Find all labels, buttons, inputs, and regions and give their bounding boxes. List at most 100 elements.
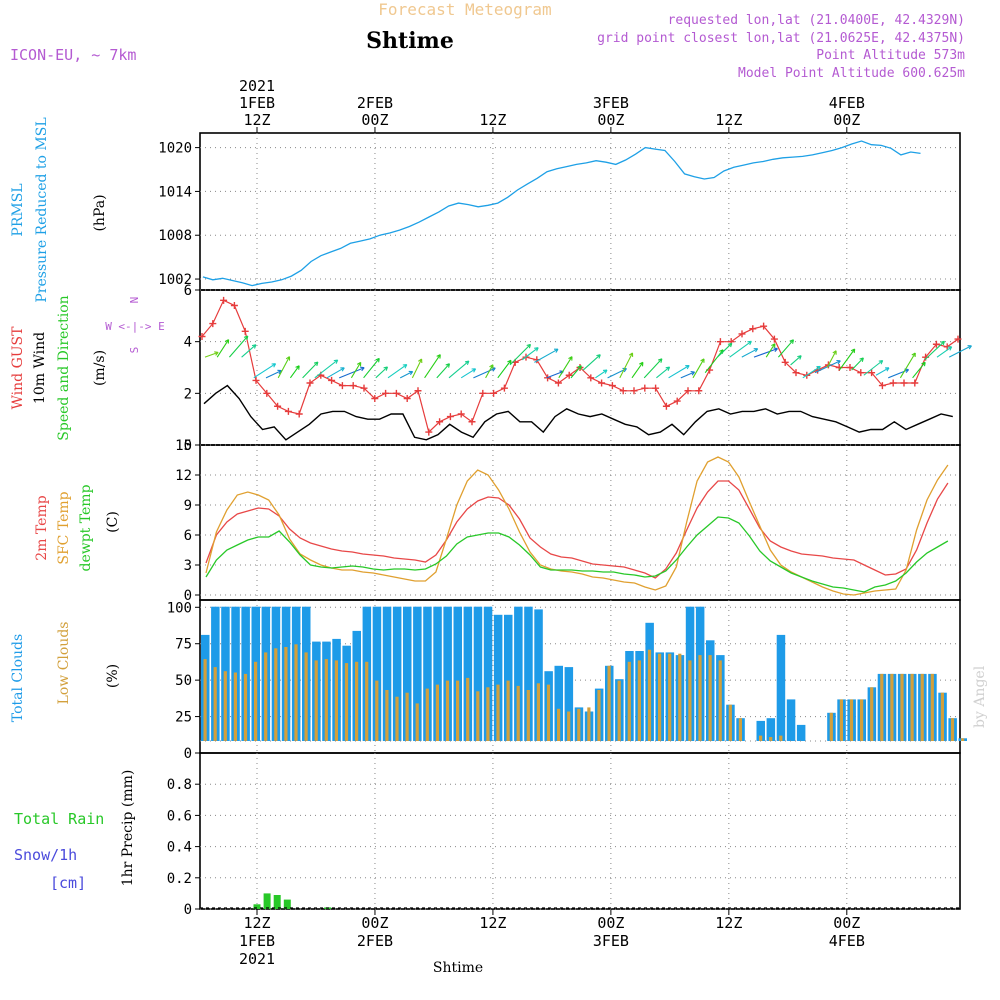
top-time-label: 2021 — [239, 77, 275, 95]
gust-marker — [490, 389, 498, 397]
low-cloud-bar — [678, 653, 682, 741]
top-time-label: 12Z — [243, 111, 270, 129]
total-cloud-bar — [443, 606, 452, 741]
low-cloud-bar — [839, 699, 843, 741]
bottom-time-label: 12Z — [243, 914, 270, 932]
y-tick-label: 0 — [184, 438, 192, 454]
wind-direction-arrow — [448, 360, 470, 379]
gust-marker — [338, 382, 346, 390]
low-cloud-bar — [637, 660, 641, 741]
y-tick-label: 0.8 — [167, 777, 192, 793]
wind-direction-arrow — [521, 347, 539, 361]
top-time-label: 12Z — [715, 111, 742, 129]
low-cloud-bar — [587, 707, 591, 741]
bottom-time-label: 2021 — [239, 950, 275, 968]
bottom-time-label: 12Z — [715, 914, 742, 932]
top-time-label: 4FEB — [829, 94, 865, 112]
wind-direction-arrow — [863, 359, 884, 376]
gust-marker — [652, 384, 660, 392]
pressure-line — [202, 140, 921, 287]
total-cloud-bar — [766, 718, 776, 741]
wind-direction-arrow — [936, 346, 953, 358]
wind-direction-arrow — [899, 352, 916, 379]
y-tick-label: 1020 — [158, 141, 192, 157]
low-cloud-bar — [304, 652, 308, 741]
low-cloud-bar — [264, 652, 268, 741]
wind-direction-arrow — [375, 366, 389, 379]
compass-south: S — [128, 347, 141, 354]
bottom-time-label: 12Z — [479, 914, 506, 932]
gust-marker — [446, 413, 454, 421]
wind-direction-arrow — [436, 363, 451, 379]
y-tick-label: 15 — [175, 438, 192, 454]
gust-marker — [263, 389, 271, 397]
wind-direction-arrow — [595, 369, 608, 379]
gust-marker — [414, 387, 422, 395]
wind-direction-arrow — [473, 367, 496, 379]
low-cloud-bar — [920, 673, 924, 741]
wind-direction-arrow — [314, 359, 339, 379]
low-cloud-bar — [294, 644, 298, 741]
compass-north: N — [128, 297, 141, 304]
total-cloud-bar — [554, 665, 563, 741]
gust-marker — [792, 369, 800, 377]
low-cloud-bar — [708, 655, 712, 741]
gust-marker — [241, 327, 249, 335]
wind-unit: (m/s) — [92, 350, 108, 386]
temp-label: 2m Temp — [34, 495, 50, 560]
total-cloud-bar — [756, 720, 765, 741]
low-cloud-bar — [233, 672, 237, 741]
wind-direction-arrow — [460, 368, 477, 379]
low-cloud-bar — [506, 680, 510, 741]
panel-frame — [199, 444, 961, 601]
low-cloud-label: Low Clouds — [56, 622, 72, 705]
low-cloud-bar — [950, 718, 955, 741]
wind-direction-arrow — [216, 339, 230, 358]
gust-marker — [392, 389, 400, 397]
requested-coords: requested lon,lat (21.0400E, 42.4329N) — [668, 13, 965, 28]
wind-direction-arrow — [326, 367, 345, 379]
gust-marker — [781, 358, 789, 366]
wind-direction-arrow — [887, 368, 910, 379]
gust-marker — [760, 322, 768, 330]
total-cloud-bar — [403, 606, 412, 741]
wind-direction-arrow — [350, 361, 362, 379]
total-cloud-bar — [453, 606, 462, 741]
total-cloud-bar — [392, 606, 402, 741]
low-cloud-bar — [466, 677, 470, 741]
gust-marker — [619, 387, 627, 395]
model-point-altitude: Model Point Altitude 600.625m — [738, 66, 965, 81]
low-cloud-bar — [223, 671, 227, 741]
total-cloud-bar — [372, 606, 382, 741]
wind-direction-arrow — [363, 357, 380, 379]
sfc-temp-line — [205, 456, 949, 596]
wind-direction-arrow — [912, 361, 926, 379]
low-cloud-bar — [415, 703, 419, 741]
low-cloud-bar — [516, 685, 520, 741]
cloud-unit: (%) — [105, 664, 121, 688]
wind-direction-arrow — [241, 344, 257, 358]
y-tick-label: 2 — [184, 386, 192, 402]
low-cloud-bar — [728, 704, 732, 741]
gust-marker — [295, 410, 303, 418]
total-cloud-bar — [423, 606, 432, 741]
wind-direction-arrow — [924, 340, 946, 361]
dewpt-temp-line — [205, 516, 949, 593]
wind-direction-arrow — [680, 371, 696, 379]
gust-marker — [198, 333, 206, 340]
wind-direction-arrow — [570, 365, 582, 379]
low-cloud-bar — [456, 680, 460, 741]
total-cloud-bar — [514, 606, 523, 741]
gust-marker — [360, 384, 368, 392]
top-time-label: 2FEB — [357, 94, 393, 112]
gust-marker — [608, 382, 616, 390]
low-cloud-bar — [940, 692, 944, 741]
y-tick-label: 25 — [175, 710, 192, 726]
model-label: ICON-EU, ~ 7km — [10, 46, 136, 64]
pressure-label: Pressure Reduced to MSL — [34, 117, 50, 302]
y-tick-label: 12 — [175, 468, 192, 484]
gust-marker — [425, 428, 433, 436]
top-time-label: 00Z — [597, 111, 624, 129]
